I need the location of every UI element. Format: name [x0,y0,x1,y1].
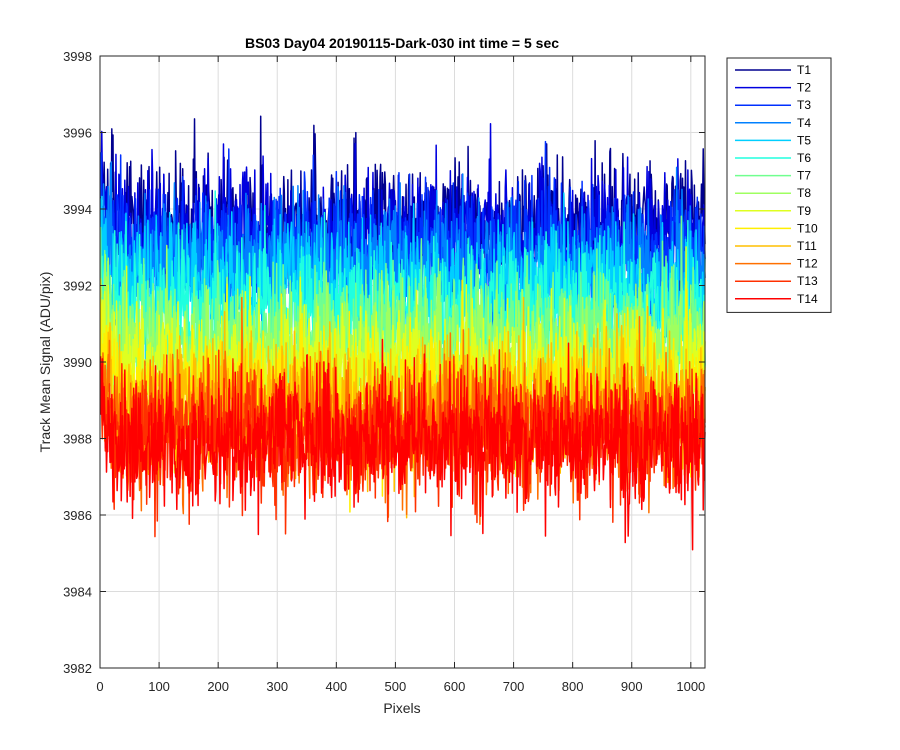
x-tick-labels: 0 100 200 300 400 500 600 700 800 900 1000 [96,679,705,694]
series-group [99,115,706,551]
legend-label-t2: T2 [797,81,811,95]
x-tick-label: 0 [96,679,103,694]
ticks [99,55,705,669]
legend-label-t7: T7 [797,169,811,183]
y-tick-label: 3982 [63,661,92,676]
legend-label-t14: T14 [797,292,818,306]
x-tick-label: 600 [444,679,466,694]
x-axis-title: Pixels [383,700,420,716]
legend-label-t11: T11 [797,239,817,253]
chart-title: BS03 Day04 20190115-Dark-030 int time = … [245,35,559,51]
legend-box [726,57,832,313]
y-tick-label: 3984 [63,585,92,600]
y-tick-label: 3994 [63,202,92,217]
y-tick-label: 3988 [63,432,92,447]
legend-label-t3: T3 [797,98,811,112]
y-axis-title: Track Mean Signal (ADU/pix) [37,272,53,453]
legend-label-t10: T10 [797,221,818,235]
legend-label-t6: T6 [797,151,811,165]
legend-label-t13: T13 [797,274,818,288]
y-tick-labels: 3982 3984 3986 3988 3990 3992 3994 3996 3998 [63,49,92,676]
legend-label-t9: T9 [797,204,811,218]
x-tick-label: 700 [503,679,525,694]
legend-label-t4: T4 [797,116,811,130]
x-tick-label: 800 [562,679,584,694]
y-tick-label: 3992 [63,279,92,294]
legend[interactable]: T1 T2 T3 T4 T5 T6 T7 T8 T9 T10 T11 T12 T13 T14 [726,57,832,313]
legend-label-t12: T12 [797,257,818,271]
legend-label-t8: T8 [797,186,811,200]
legend-label-t1: T1 [797,63,811,77]
series-line-t14 [99,338,706,551]
y-tick-label: 3998 [63,49,92,64]
x-tick-label: 200 [207,679,229,694]
x-tick-label: 500 [385,679,407,694]
x-tick-label: 900 [621,679,643,694]
y-tick-label: 3990 [63,355,92,370]
y-tick-label: 3996 [63,126,92,141]
x-tick-label: 100 [148,679,170,694]
x-tick-label: 300 [266,679,288,694]
x-tick-label: 400 [325,679,347,694]
x-tick-label: 1000 [676,679,705,694]
legend-label-t5: T5 [797,133,811,147]
y-tick-label: 3986 [63,508,92,523]
